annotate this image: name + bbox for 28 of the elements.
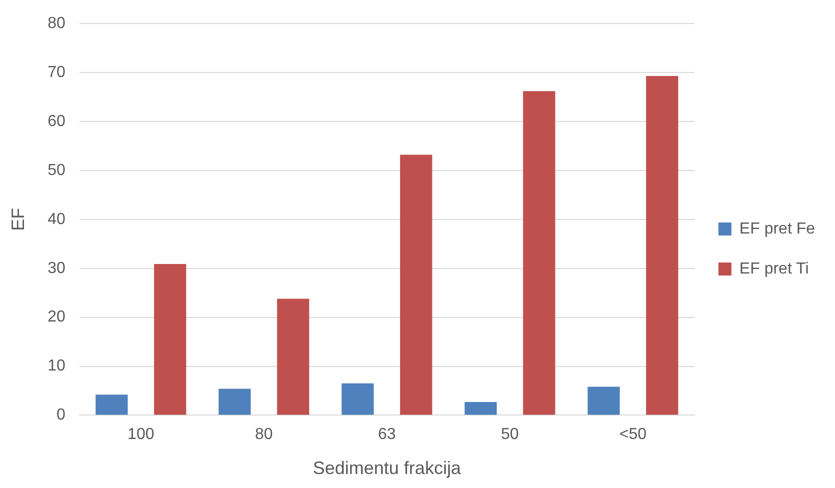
- bar: [277, 298, 310, 415]
- bar: [646, 76, 678, 415]
- y-tick-label: 10: [48, 358, 66, 375]
- y-tick-label: 50: [48, 162, 66, 179]
- x-tick-label: <50: [619, 426, 647, 444]
- y-tick-label: 0: [56, 406, 66, 424]
- y-tick-label: 60: [48, 112, 66, 130]
- bar: [218, 388, 251, 415]
- x-axis-title: Sedimentu frakcija: [312, 458, 462, 478]
- y-tick-label: 40: [48, 210, 66, 228]
- x-tick-label: 80: [255, 426, 273, 444]
- legend-label: EF pret Fe: [739, 220, 816, 238]
- bar: [342, 383, 374, 415]
- bar: [588, 386, 620, 415]
- y-tick-label: 30: [48, 260, 66, 277]
- x-tick-label: 50: [501, 426, 519, 444]
- bar: [154, 264, 186, 415]
- x-tick-label: 100: [128, 426, 154, 444]
- y-tick-label: 70: [48, 64, 66, 81]
- y-tick-label: 80: [48, 15, 66, 32]
- legend-label: EF pret Ti: [739, 260, 809, 278]
- x-tick-label: 63: [378, 426, 396, 444]
- bar: [464, 402, 497, 415]
- y-tick-label: 20: [48, 308, 66, 326]
- bar: [400, 154, 432, 415]
- bar: [96, 394, 128, 415]
- bar: [523, 91, 556, 415]
- y-axis-title: EF: [8, 208, 28, 231]
